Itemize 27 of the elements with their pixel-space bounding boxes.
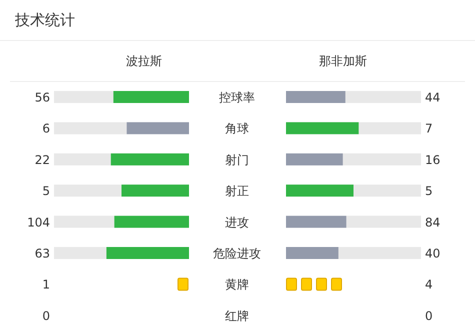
category-label: 射正 bbox=[225, 184, 249, 198]
data-label: 40 bbox=[425, 246, 440, 260]
data-label: 16 bbox=[425, 152, 440, 167]
category-label: 红牌 bbox=[225, 308, 249, 323]
data-label: 22 bbox=[34, 152, 50, 167]
data-label: 104 bbox=[27, 215, 50, 230]
data-label: 56 bbox=[34, 90, 50, 104]
data-label: 84 bbox=[425, 215, 440, 230]
data-label: 63 bbox=[34, 246, 50, 260]
data-label: 7 bbox=[425, 122, 433, 136]
category-label: 危险进攻 bbox=[213, 246, 261, 260]
text: 波拉斯 bbox=[126, 54, 162, 68]
category-label: 控球率 bbox=[219, 90, 255, 104]
category-label: 角球 bbox=[225, 122, 249, 136]
category-label: 射门 bbox=[225, 152, 249, 167]
data-label: 5 bbox=[42, 184, 50, 198]
data-label: 0 bbox=[42, 308, 50, 323]
data-label: 5 bbox=[425, 184, 433, 198]
data-label: 1 bbox=[42, 278, 50, 292]
category-label: 进攻 bbox=[225, 215, 249, 230]
data-label: 0 bbox=[425, 308, 433, 323]
data-label: 44 bbox=[425, 90, 440, 104]
text: 技术统计 bbox=[14, 11, 75, 29]
category-label: 黄牌 bbox=[225, 278, 249, 292]
data-label: 6 bbox=[42, 122, 50, 136]
text: 那非加斯 bbox=[319, 54, 367, 68]
data-label: 4 bbox=[425, 278, 433, 292]
